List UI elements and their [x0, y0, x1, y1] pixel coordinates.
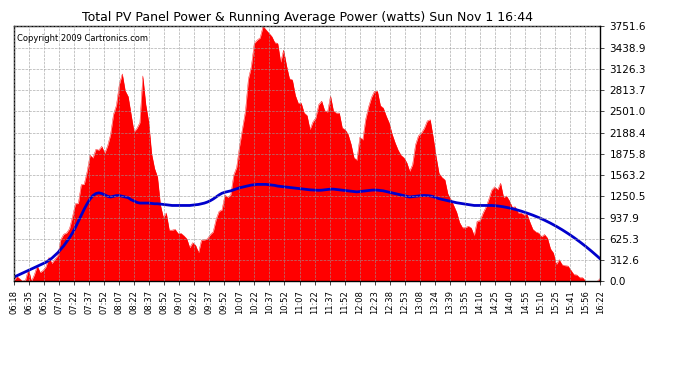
- Text: Copyright 2009 Cartronics.com: Copyright 2009 Cartronics.com: [17, 34, 148, 43]
- Title: Total PV Panel Power & Running Average Power (watts) Sun Nov 1 16:44: Total PV Panel Power & Running Average P…: [81, 11, 533, 24]
